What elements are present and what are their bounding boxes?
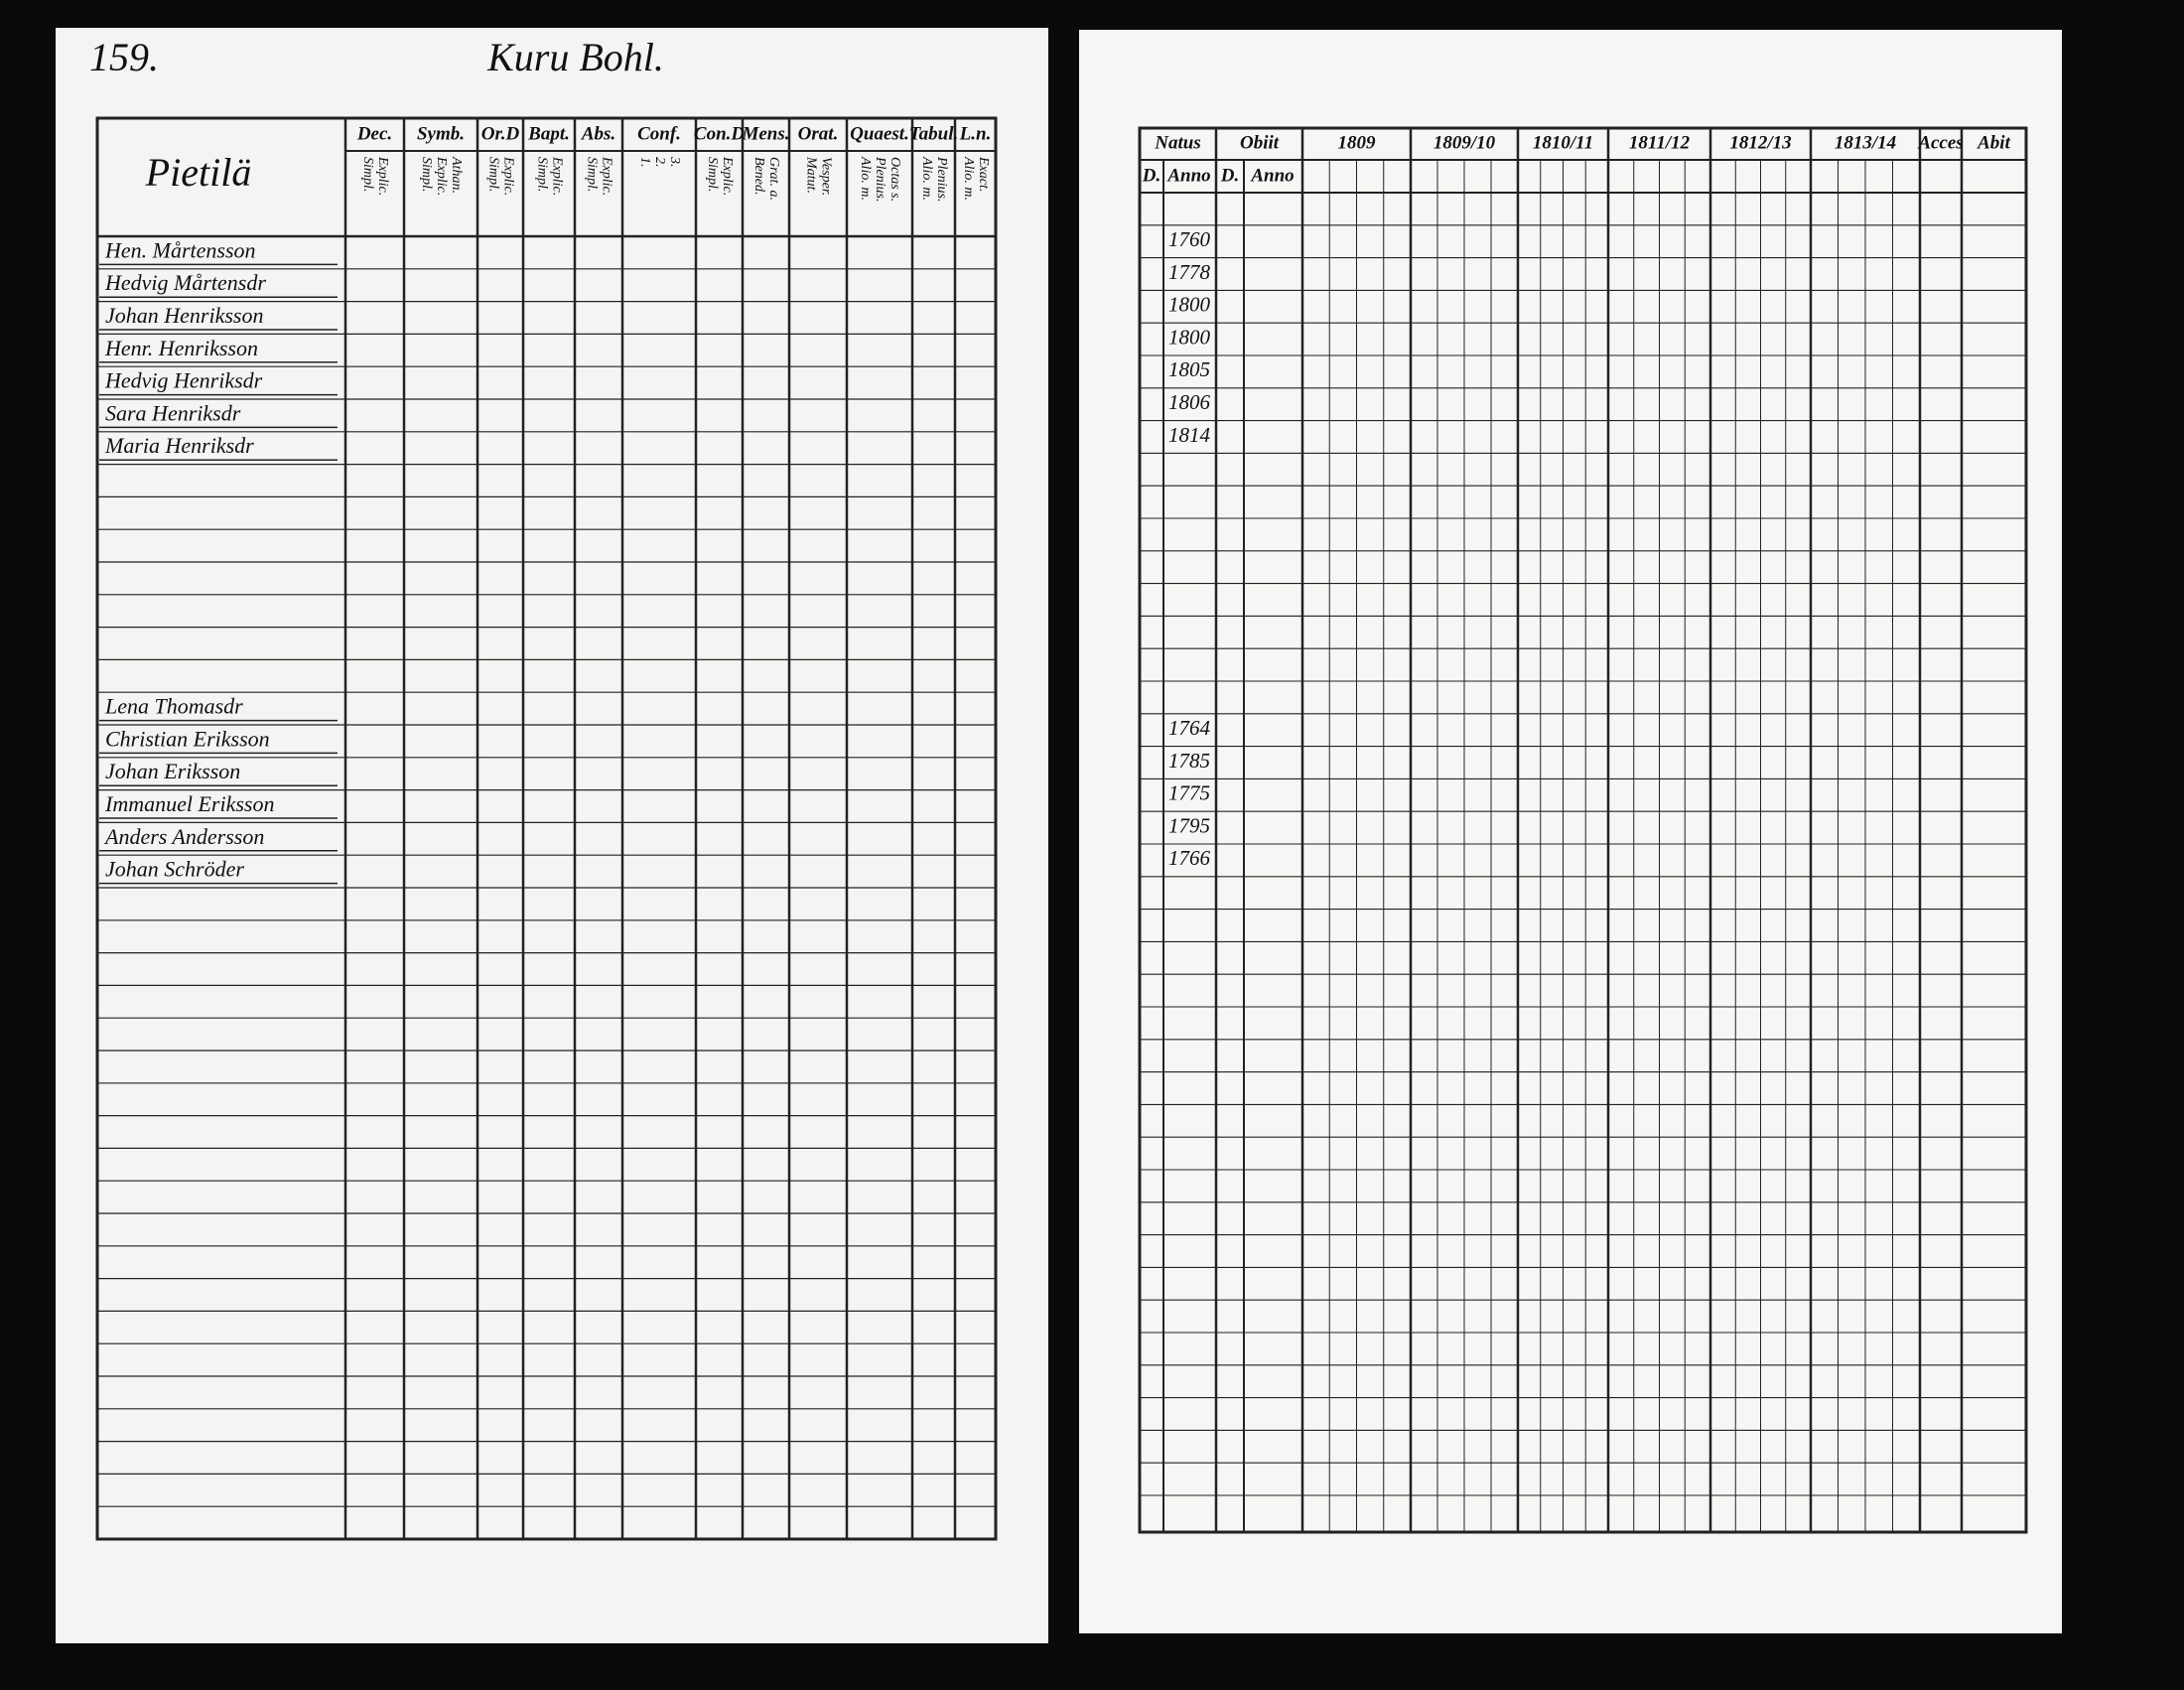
column-subheader: Plenius. <box>934 156 949 203</box>
village: Kuru Bohl. <box>486 35 664 79</box>
column-subheader: Explic. <box>599 156 614 196</box>
person-name: Hen. Mårtensson <box>104 237 256 262</box>
column-header: Con.D <box>694 123 745 144</box>
column-header: Acces <box>1917 132 1963 153</box>
column-header: Abs. <box>581 123 615 144</box>
birth-year: 1778 <box>1168 260 1211 284</box>
column-subheader: Alio. m. <box>858 156 873 201</box>
column-header: Conf. <box>637 123 681 144</box>
person-name: Maria Henriksdr <box>104 433 254 458</box>
column-subheader: Explic. <box>375 156 390 196</box>
birth-year: 1800 <box>1168 293 1211 317</box>
column-subheader: Explic. <box>549 156 564 196</box>
person-name: Christian Eriksson <box>105 726 270 751</box>
column-header: Symb. <box>417 123 465 144</box>
person-name: Hedvig Henriksdr <box>104 368 263 393</box>
person-name: Johan Henriksson <box>105 303 263 328</box>
column-subheader: Simpl. <box>360 157 375 192</box>
column-subheader: Matut. <box>803 156 818 194</box>
column-subheader: Explic. <box>434 156 449 196</box>
birth-year: 1814 <box>1168 423 1211 447</box>
birth-year: 1795 <box>1168 813 1210 837</box>
person-name: Henr. Henriksson <box>104 336 258 360</box>
column-subheader: Athan. <box>449 156 464 194</box>
right-page <box>1079 30 2062 1633</box>
column-subheader: Simpl. <box>485 157 500 192</box>
column-header: Natus <box>1154 132 1200 153</box>
person-name: Immanuel Eriksson <box>104 791 274 816</box>
person-name: Anders Andersson <box>103 824 264 849</box>
person-name: Johan Schröder <box>105 857 244 882</box>
person-name: Hedvig Mårtensdr <box>104 270 266 295</box>
birth-year: 1800 <box>1168 325 1211 349</box>
birth-year: 1805 <box>1168 357 1210 381</box>
column-subheader: Vesper. <box>818 157 833 196</box>
column-subheader: Plenius. <box>873 156 887 203</box>
birth-year: 1775 <box>1168 781 1210 805</box>
column-header: Bapt. <box>527 123 570 144</box>
column-subheader: Simpl. <box>584 157 599 192</box>
column-subheader: Alio. m. <box>919 156 934 201</box>
column-header: 1809/10 <box>1433 132 1496 153</box>
column-subheader: Anno <box>1250 165 1294 186</box>
birth-year: 1764 <box>1168 716 1211 740</box>
column-subheader: Alio. m. <box>961 156 976 201</box>
column-header: 1810/11 <box>1533 132 1593 153</box>
column-header: Orat. <box>798 123 839 144</box>
column-subheader: Anno <box>1166 165 1210 186</box>
column-subheader: Simpl. <box>705 157 720 192</box>
column-header: 1809 <box>1338 132 1377 153</box>
column-header: Tabul. <box>909 123 958 144</box>
column-subheader: Bened. <box>751 157 766 195</box>
person-name: Lena Thomasdr <box>104 694 243 719</box>
column-subheader: Explic. <box>720 156 735 196</box>
column-subheader: Explic. <box>500 156 515 196</box>
birth-year: 1766 <box>1168 846 1211 870</box>
column-header: Or.D <box>481 123 520 144</box>
column-subheader: Exact. <box>976 156 991 192</box>
person-name: Johan Eriksson <box>105 759 240 783</box>
column-subheader: 2. <box>652 157 667 168</box>
column-subheader: 3. <box>667 156 682 168</box>
column-header: Obiit <box>1240 132 1280 153</box>
column-subheader: D. <box>1220 165 1239 186</box>
column-subheader: Octas s. <box>887 157 902 202</box>
column-header: 1811/12 <box>1629 132 1691 153</box>
column-header: 1812/13 <box>1729 132 1791 153</box>
column-header: Abit <box>1977 132 2010 153</box>
column-header: L.n. <box>959 123 992 144</box>
page-number: 159. <box>89 35 159 79</box>
column-header: Dec. <box>356 123 392 144</box>
birth-year: 1760 <box>1168 227 1211 251</box>
person-name: Sara Henriksdr <box>105 400 241 425</box>
column-subheader: 1. <box>637 157 652 168</box>
column-subheader: D. <box>1142 165 1160 186</box>
birth-year: 1785 <box>1168 749 1210 773</box>
column-subheader: Grat. a. <box>766 157 781 201</box>
column-header: Mens. <box>741 123 789 144</box>
column-subheader: Simpl. <box>419 157 434 192</box>
column-header: Quaest. <box>850 123 909 144</box>
farm: Pietilä <box>145 150 252 195</box>
birth-year: 1806 <box>1168 390 1211 414</box>
column-subheader: Simpl. <box>534 157 549 192</box>
column-header: 1813/14 <box>1835 132 1896 153</box>
